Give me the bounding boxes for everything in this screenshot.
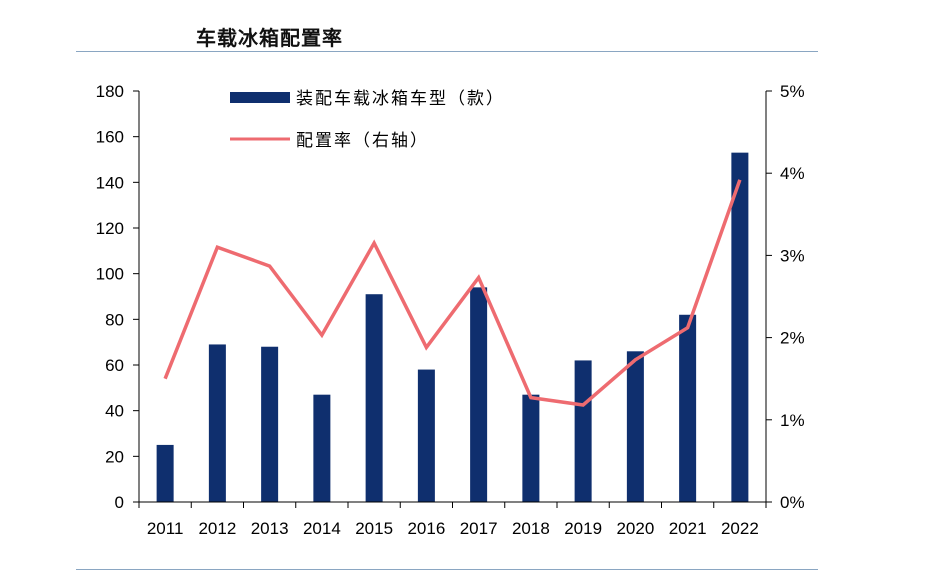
legend-bar-label: 装配车载冰箱车型（款） <box>296 89 505 109</box>
left-tick-label: 20 <box>105 447 124 466</box>
left-tick-label: 0 <box>115 493 124 512</box>
right-tick-label: 1% <box>780 411 805 430</box>
left-tick-label: 180 <box>96 82 124 101</box>
right-tick-label: 3% <box>780 246 805 265</box>
bar-2019 <box>574 360 592 502</box>
chart-title: 车载冰箱配置率 <box>196 26 343 50</box>
title-divider <box>76 51 818 52</box>
left-tick-label: 120 <box>96 219 124 238</box>
x-tick-label: 2021 <box>669 519 707 538</box>
x-tick-label: 2013 <box>251 519 289 538</box>
bar-series <box>156 152 749 502</box>
right-tick-label: 0% <box>780 493 805 512</box>
left-tick-label: 80 <box>105 310 124 329</box>
left-tick-label: 100 <box>96 265 124 284</box>
left-tick-label: 140 <box>96 173 124 192</box>
x-tick-label: 2015 <box>355 519 393 538</box>
x-tick-label: 2014 <box>303 519 341 538</box>
left-tick-label: 40 <box>105 402 124 421</box>
x-tick-label: 2017 <box>460 519 498 538</box>
bar-2022 <box>731 152 749 502</box>
footer-divider <box>76 569 818 570</box>
legend-bar-swatch <box>230 92 290 103</box>
x-tick-label: 2020 <box>616 519 654 538</box>
x-tick-label: 2019 <box>564 519 602 538</box>
line-series <box>163 179 742 407</box>
bar-2014 <box>313 394 331 502</box>
axes: 0 20 40 60 80 100 120 140 160 180 0% 1% 2% 3% 4% 5% 2011… <box>96 82 805 538</box>
bar-2018 <box>522 394 540 502</box>
right-tick-label: 2% <box>780 329 805 348</box>
right-tick-label: 5% <box>780 82 805 101</box>
x-tick-label: 2016 <box>407 519 445 538</box>
bar-2020 <box>626 351 644 502</box>
bar-2012 <box>208 344 226 502</box>
legend-line-label: 配置率（右轴） <box>296 131 429 151</box>
legend: 装配车载冰箱车型（款） 配置率（右轴） <box>230 89 505 151</box>
bar-2011 <box>156 444 174 502</box>
bar-2015 <box>365 294 383 502</box>
bar-2016 <box>417 369 435 502</box>
bar-2013 <box>261 346 279 502</box>
x-tick-label: 2018 <box>512 519 550 538</box>
right-tick-label: 4% <box>780 164 805 183</box>
x-tick-label: 2012 <box>198 519 236 538</box>
x-tick-label: 2022 <box>721 519 759 538</box>
x-tick-label: 2011 <box>147 519 184 538</box>
left-tick-label: 160 <box>96 128 124 147</box>
line-path <box>163 179 742 407</box>
bar-2017 <box>470 287 488 502</box>
left-tick-label: 60 <box>105 356 124 375</box>
bar-2021 <box>679 314 697 502</box>
